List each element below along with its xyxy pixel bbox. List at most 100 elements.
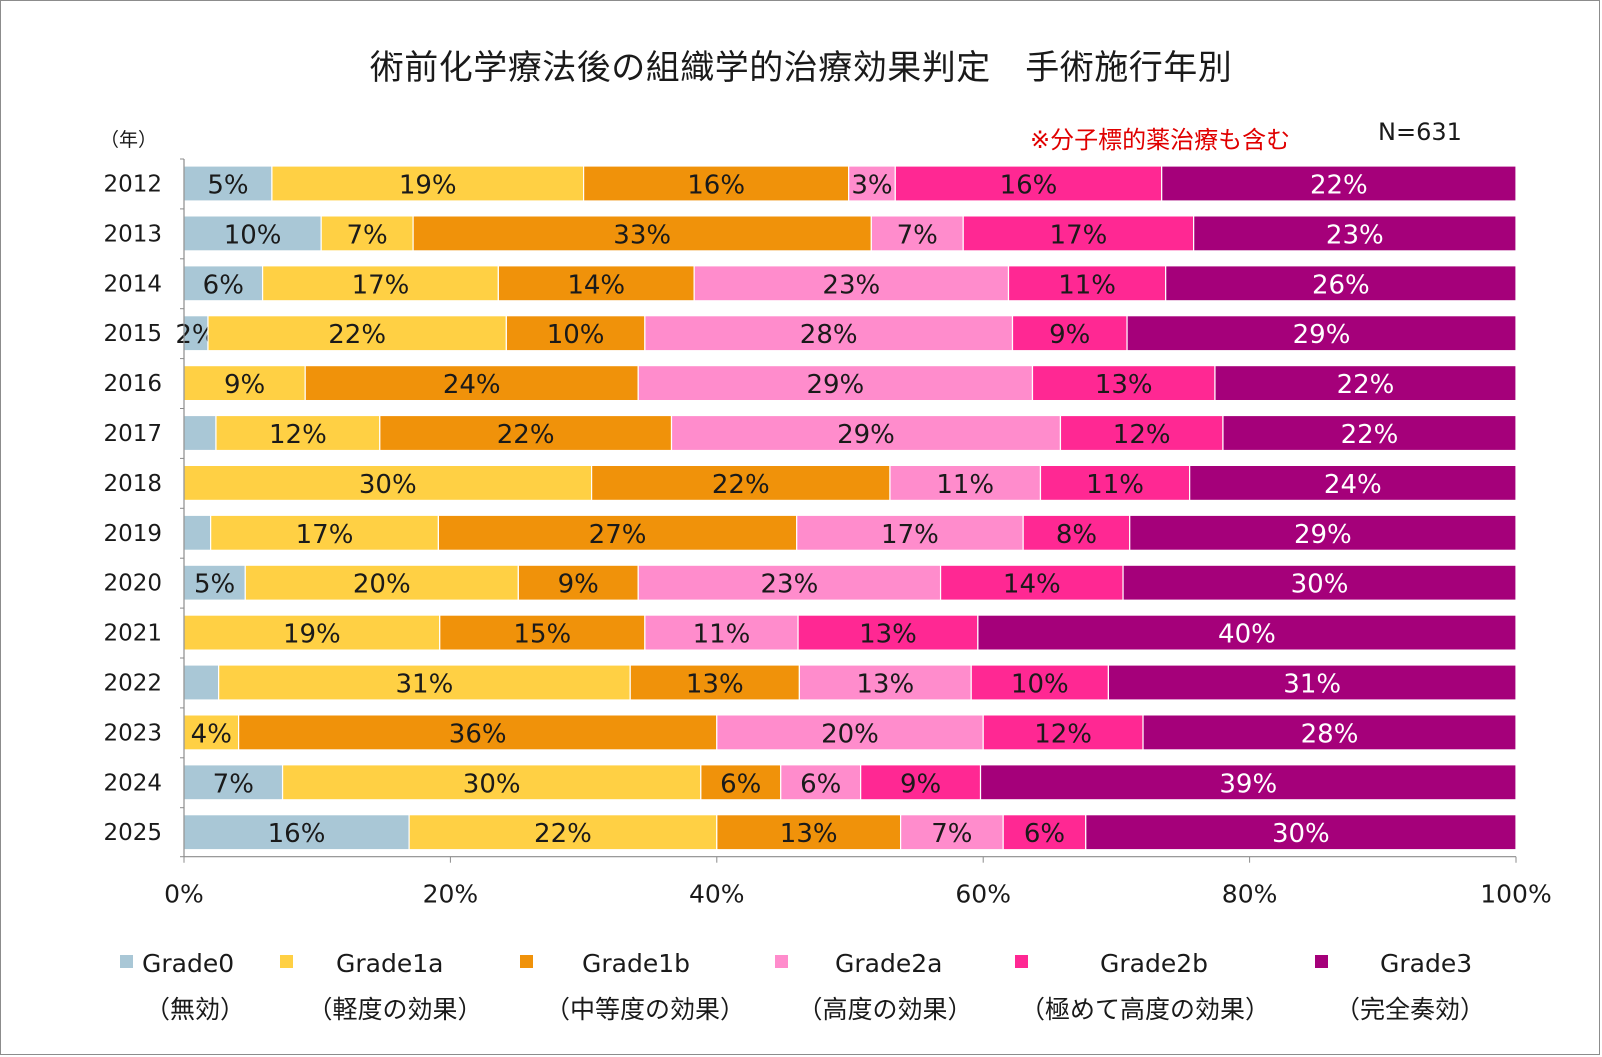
bar-segment-grade2b — [1059, 414, 1224, 452]
data-label-grade1a: 17% — [352, 270, 410, 300]
bar-segment-grade3 — [977, 614, 1517, 651]
legend-label: Grade2a — [835, 949, 942, 978]
bar-segment-grade2a — [889, 464, 1042, 501]
x-tick-label: 40% — [689, 880, 745, 909]
legend-swatch — [280, 955, 293, 968]
data-label-grade1b: 27% — [589, 520, 647, 550]
legend-group: Grade0（無効）Grade1a（軽度の効果）Grade1b（中等度の効果）G… — [120, 949, 1485, 1024]
year-label: 2014 — [103, 271, 162, 297]
x-tick-label: 80% — [1222, 880, 1278, 909]
data-label-grade3: 31% — [1283, 670, 1341, 700]
data-label-grade1b: 13% — [686, 670, 744, 700]
data-label-grade2a: 23% — [760, 570, 818, 600]
data-label-grade2b: 9% — [900, 769, 941, 799]
data-label-grade1a: 9% — [224, 370, 265, 400]
legend-item-grade2a: Grade2a （高度の効果） — [775, 949, 973, 1024]
data-label-grade2b: 10% — [1011, 670, 1069, 700]
data-label-grade2a: 13% — [856, 670, 914, 700]
data-label-grade2a: 11% — [693, 620, 751, 650]
sample-size-label: N=631 — [1378, 118, 1462, 146]
data-label-grade2a: 17% — [881, 520, 939, 550]
data-label-grade3: 22% — [1310, 171, 1368, 201]
bar-segment-grade1b — [716, 814, 902, 851]
data-label-grade1b: 15% — [513, 620, 571, 650]
data-label-grade2b: 12% — [1034, 719, 1092, 749]
bar-segment-grade1b — [439, 614, 646, 651]
data-label-grade1a: 30% — [463, 769, 521, 799]
bar-row-2019: 2019 17% 27% 17% 8% 29% — [103, 514, 1517, 551]
data-label-grade1a: 30% — [359, 470, 417, 500]
bar-segment-grade2a — [798, 664, 972, 701]
data-label-grade0: 5% — [194, 570, 235, 600]
bar-segment-grade1b — [700, 764, 782, 801]
bar-segment-grade2b — [1007, 265, 1167, 302]
year-label: 2012 — [103, 172, 162, 198]
legend-item-grade1a: Grade1a （軽度の効果） — [280, 949, 483, 1024]
bar-segment-grade2a — [670, 414, 1062, 452]
bar-segment-grade3 — [1222, 414, 1517, 452]
year-label: 2016 — [103, 371, 162, 397]
year-label: 2022 — [103, 671, 162, 697]
bar-segment-grade0 — [183, 664, 220, 701]
bar-segment-grade3 — [1161, 165, 1517, 202]
bar-segment-grade1a — [215, 414, 381, 452]
data-label-grade2b: 11% — [1086, 470, 1144, 500]
data-label-grade0: 5% — [207, 171, 248, 201]
legend-label: Grade3 — [1380, 949, 1472, 978]
legend-item-grade0: Grade0 （無効） — [120, 949, 245, 1024]
data-label-grade1b: 16% — [687, 171, 745, 201]
bar-segment-grade2a — [900, 814, 1004, 851]
data-label-grade3: 30% — [1272, 819, 1330, 849]
year-label: 2013 — [103, 221, 162, 247]
bar-segment-grade1a — [218, 664, 631, 701]
data-label-grade3: 22% — [1337, 370, 1395, 400]
data-label-grade2b: 9% — [1049, 320, 1090, 350]
data-label-grade2a: 11% — [936, 470, 994, 500]
bar-row-2023: 2023 4% 36% 20% 12% 28% — [103, 714, 1517, 751]
bar-segment-grade1a — [271, 165, 585, 202]
bar-segment-grade3 — [1165, 265, 1517, 302]
bar-segment-grade3 — [1189, 464, 1517, 501]
data-label-grade1a: 31% — [396, 670, 454, 700]
data-label-grade1b: 36% — [449, 719, 507, 749]
bar-segment-grade2b — [1011, 315, 1128, 352]
data-label-grade2b: 13% — [1095, 370, 1153, 400]
bar-segment-grade2a — [693, 265, 1010, 302]
axis-group: 0% 20% 40% 60% 80% 100% — [164, 158, 1552, 909]
data-label-grade2b: 8% — [1056, 520, 1097, 550]
legend-sublabel: （無効） — [145, 995, 245, 1024]
legend-swatch — [1315, 955, 1328, 968]
year-label: 2024 — [103, 770, 162, 796]
chart-title: 術前化学療法後の組織学的治療効果判定 手術施行年別 — [369, 48, 1233, 88]
data-label-grade1a: 22% — [328, 320, 386, 350]
data-label-grade1a: 19% — [283, 620, 341, 650]
data-label-grade0: 16% — [268, 819, 326, 849]
data-label-grade2b: 12% — [1113, 420, 1171, 450]
data-label-grade1b: 33% — [613, 220, 671, 250]
bar-segment-grade1a — [183, 614, 441, 651]
bar-row-2018: 2018 30% 22% 11% 11% 24% — [103, 464, 1517, 501]
bar-row-2024: 2024 7% 30% 6% 6% 9% 39% — [103, 764, 1517, 801]
bar-segment-grade2b — [894, 165, 1163, 202]
bar-segment-grade3 — [1085, 814, 1517, 851]
data-label-grade2a: 7% — [897, 220, 938, 250]
bar-segment-grade2b — [1022, 514, 1131, 551]
legend-swatch — [775, 955, 788, 968]
bar-segment-grade2a — [637, 365, 1034, 402]
bar-segment-grade2b — [1039, 464, 1191, 501]
data-label-grade2a: 7% — [931, 819, 972, 849]
year-label: 2020 — [103, 571, 162, 597]
data-label-grade2a: 29% — [837, 420, 895, 450]
bar-row-2016: 2016 9% 24% 29% 13% 22% — [103, 365, 1517, 402]
legend-item-grade3: Grade3 （完全奏効） — [1315, 949, 1485, 1024]
data-label-grade3: 40% — [1218, 620, 1276, 650]
data-label-grade1a: 4% — [191, 719, 232, 749]
data-label-grade3: 26% — [1312, 270, 1370, 300]
data-label-grade1a: 19% — [399, 171, 457, 201]
data-label-grade2b: 6% — [1024, 819, 1065, 849]
data-label-grade1b: 24% — [443, 370, 501, 400]
data-label-grade1a: 12% — [269, 420, 327, 450]
bar-row-2025: 2025 16% 22% 13% 7% 6% 30% — [103, 814, 1517, 851]
data-label-grade1a: 20% — [353, 570, 411, 600]
bar-row-2021: 2021 19% 15% 11% 13% 40% — [103, 614, 1517, 651]
